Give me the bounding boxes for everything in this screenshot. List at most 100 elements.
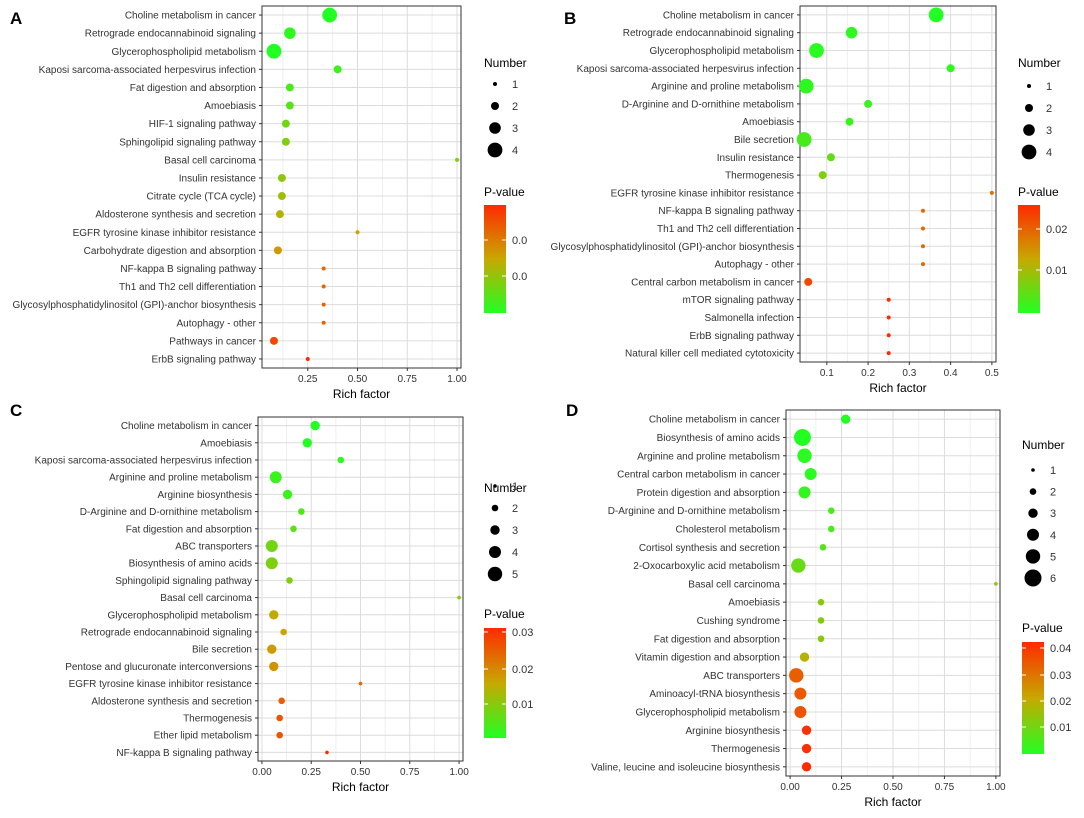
y-tick-label: Autophagy - other bbox=[177, 318, 257, 329]
point bbox=[278, 697, 285, 705]
y-tick-label: Biosynthesis of amino acids bbox=[657, 433, 780, 444]
y-tick-label: Basal cell carcinoma bbox=[160, 593, 252, 604]
y-tick-label: Arginine and proline metabolism bbox=[637, 451, 780, 462]
point bbox=[281, 137, 290, 146]
x-tick-label: 0.5 bbox=[985, 368, 999, 379]
x-tick-label: 1.00 bbox=[449, 767, 469, 778]
color-legend-label: 0.02 bbox=[1050, 696, 1071, 708]
y-tick-label: Central carbon metabolism in cancer bbox=[631, 277, 795, 288]
point bbox=[280, 628, 287, 636]
point bbox=[275, 210, 284, 219]
y-tick-label: Natural killer cell mediated cytotoxicit… bbox=[625, 349, 794, 360]
size-legend-label: 2 bbox=[1046, 103, 1052, 115]
point bbox=[799, 652, 810, 662]
color-legend: P-value 0.0 0.0 bbox=[484, 185, 527, 313]
point bbox=[284, 27, 296, 39]
panel-a: A Choline metabolism in cancer Retrograde … bbox=[10, 5, 527, 401]
point bbox=[826, 153, 835, 162]
color-legend-title: P-value bbox=[484, 185, 525, 199]
size-legend-label: 3 bbox=[512, 525, 518, 537]
size-legend-key bbox=[489, 122, 501, 134]
size-legend-label: 3 bbox=[1046, 125, 1052, 137]
point bbox=[920, 208, 925, 213]
point bbox=[809, 43, 824, 58]
color-legend-label: 0.03 bbox=[1050, 670, 1071, 682]
size-legend-key bbox=[487, 566, 503, 582]
color-legend-label: 0.01 bbox=[1046, 265, 1067, 277]
size-legend-key bbox=[1027, 84, 1031, 88]
y-tick-label: Aminoacyl-tRNA biosynthesis bbox=[649, 689, 780, 700]
point bbox=[817, 598, 825, 606]
size-legend-key bbox=[1027, 528, 1039, 541]
y-tick-label: mTOR signaling pathway bbox=[682, 295, 794, 306]
color-legend-title: P-value bbox=[484, 607, 525, 621]
y-tick-label: Glycerophospholipid metabolism bbox=[107, 610, 252, 621]
panel-b: B Choline metabolism in cancer Retrograde … bbox=[551, 5, 1067, 395]
point bbox=[994, 582, 998, 586]
color-legend-label: 0.0 bbox=[512, 235, 527, 247]
color-legend-label: 0.02 bbox=[512, 664, 533, 676]
panel-letter: B bbox=[564, 9, 576, 28]
point bbox=[920, 244, 925, 249]
y-tick-label: Thermogenesis bbox=[711, 744, 780, 755]
y-tick-label: Glycerophospholipid metabolism bbox=[649, 46, 794, 57]
y-tick-label: 2-Oxocarboxylic acid metabolism bbox=[633, 561, 780, 572]
size-legend-label: 1 bbox=[512, 79, 518, 91]
size-legend-key bbox=[1028, 508, 1038, 518]
y-tick-label: Cholesterol metabolism bbox=[676, 524, 781, 535]
color-legend-bar bbox=[484, 628, 506, 738]
size-legend: Number 1 2 3 4 bbox=[484, 56, 527, 158]
y-tick-label: Ether lipid metabolism bbox=[154, 731, 252, 742]
size-legend-key bbox=[487, 142, 503, 158]
y-tick-label: Arginine biosynthesis bbox=[686, 726, 781, 737]
grid bbox=[800, 6, 996, 362]
point bbox=[273, 246, 282, 255]
size-legend-key bbox=[1031, 468, 1035, 472]
point bbox=[276, 714, 283, 722]
color-legend-label: 0.0 bbox=[512, 271, 527, 283]
point bbox=[333, 65, 342, 74]
y-tick-label: Arginine biosynthesis bbox=[158, 490, 253, 501]
y-tick-label: NF-kappa B signaling pathway bbox=[120, 264, 256, 275]
y-tick-label: Central carbon metabolism in cancer bbox=[617, 470, 781, 481]
y-tick-label: Amoebiasis bbox=[204, 101, 256, 112]
y-tick-label: Choline metabolism in cancer bbox=[649, 415, 781, 426]
point bbox=[920, 262, 925, 267]
point bbox=[321, 284, 326, 289]
point bbox=[827, 507, 835, 514]
size-legend-key bbox=[1023, 124, 1035, 136]
panel-d: D Choline metabolism in cancer Biosynthesi… bbox=[566, 401, 1071, 809]
point bbox=[455, 157, 460, 162]
x-tick-label: 0.75 bbox=[398, 374, 418, 385]
point bbox=[794, 705, 807, 718]
y-tick-label: Pentose and glucuronate interconversions bbox=[65, 662, 252, 673]
y-tick-label: Retrograde endocannabinoid signaling bbox=[85, 29, 256, 40]
point bbox=[817, 617, 825, 624]
y-tick-label: Fat digestion and absorption bbox=[130, 83, 256, 94]
size-legend-label: 1 bbox=[1046, 81, 1052, 93]
color-legend-label: 0.01 bbox=[512, 699, 533, 711]
y-tick-label: Basal cell carcinoma bbox=[688, 579, 780, 590]
panel-letter: D bbox=[566, 401, 578, 420]
color-legend: P-value 0.04 0.03 0.02 0.01 bbox=[1022, 621, 1071, 754]
y-tick-label: Amoebiasis bbox=[728, 598, 780, 609]
y-tick-label: Biosynthesis of amino acids bbox=[129, 559, 252, 570]
point bbox=[791, 558, 806, 573]
size-legend-key bbox=[1024, 569, 1042, 587]
size-legend-title: Number bbox=[1018, 56, 1061, 70]
color-legend-bar bbox=[1022, 642, 1044, 754]
y-tick-label: Kaposi sarcoma-associated herpesvirus in… bbox=[35, 456, 252, 467]
point bbox=[269, 471, 282, 484]
size-legend-key bbox=[1021, 144, 1037, 160]
y-tick-label: Choline metabolism in cancer bbox=[663, 10, 795, 21]
size-legend-label: 1 bbox=[512, 481, 518, 493]
point bbox=[946, 64, 955, 73]
point bbox=[281, 119, 290, 128]
y-tick-label: Aldosterone synthesis and secretion bbox=[95, 210, 256, 221]
x-tick-label: 0.25 bbox=[301, 767, 321, 778]
point bbox=[840, 414, 851, 424]
y-tick-label: Kaposi sarcoma-associated herpesvirus in… bbox=[577, 64, 794, 75]
point bbox=[290, 525, 297, 533]
point bbox=[322, 7, 338, 23]
y-tick-label: Retrograde endocannabinoid signaling bbox=[623, 28, 794, 39]
